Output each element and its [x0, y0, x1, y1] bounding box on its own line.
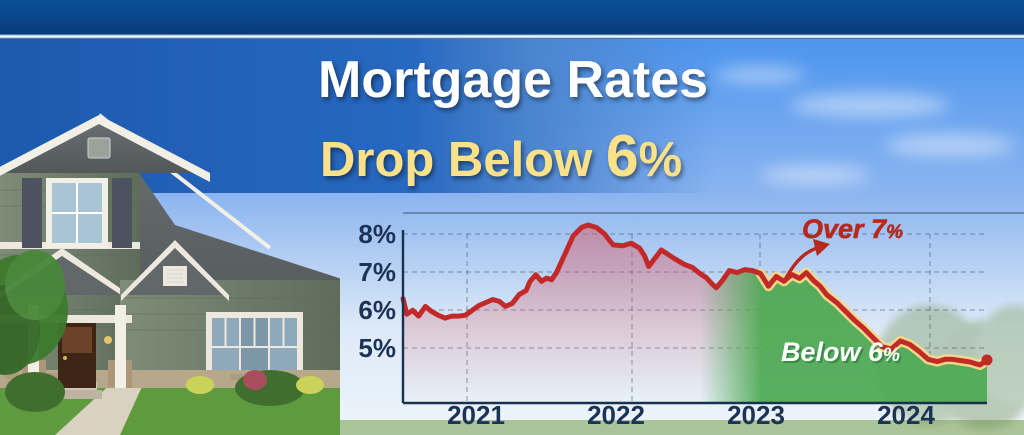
svg-text:2024: 2024 — [877, 400, 935, 430]
svg-text:2022: 2022 — [587, 400, 645, 430]
svg-text:2023: 2023 — [727, 400, 785, 430]
svg-text:8%: 8% — [358, 219, 396, 249]
svg-text:Below 6%: Below 6% — [781, 337, 900, 367]
svg-text:7%: 7% — [358, 257, 396, 287]
svg-text:Over 7%: Over 7% — [802, 214, 903, 244]
svg-text:5%: 5% — [358, 333, 396, 363]
svg-text:2021: 2021 — [447, 400, 505, 430]
svg-text:6%: 6% — [358, 295, 396, 325]
